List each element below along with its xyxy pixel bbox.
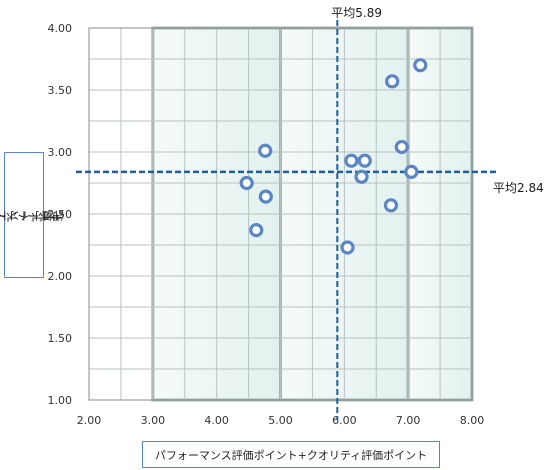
y-tick-label: 2.00 bbox=[48, 270, 73, 283]
data-points bbox=[239, 58, 428, 255]
mean-y-label: 平均2.84 bbox=[493, 181, 544, 195]
data-point bbox=[413, 58, 428, 73]
data-point bbox=[258, 189, 273, 204]
y-tick-label: 1.50 bbox=[48, 332, 73, 345]
x-tick-label: 2.00 bbox=[77, 414, 102, 427]
x-tick-label: 7.00 bbox=[396, 414, 421, 427]
plot-border bbox=[88, 27, 473, 401]
data-point bbox=[385, 74, 400, 89]
y-tick-label: 3.50 bbox=[48, 84, 73, 97]
y-tick-label: 2.50 bbox=[48, 208, 73, 221]
data-point bbox=[404, 164, 419, 179]
data-point bbox=[357, 153, 372, 168]
data-point bbox=[354, 169, 369, 184]
x-tick-label: 4.00 bbox=[204, 414, 229, 427]
mean-lines bbox=[76, 20, 496, 420]
y-tick-label: 3.00 bbox=[48, 146, 73, 159]
mean-x-label: 平均5.89 bbox=[331, 6, 382, 20]
x-tick-label: 5.00 bbox=[268, 414, 293, 427]
x-tick-label: 6.00 bbox=[332, 414, 357, 427]
data-point bbox=[258, 143, 273, 158]
y-tick-label: 4.00 bbox=[48, 22, 73, 35]
x-tick-label: 3.00 bbox=[141, 414, 166, 427]
data-point bbox=[394, 139, 409, 155]
y-axis-label: サポートポータル 評価ポイント bbox=[0, 171, 64, 259]
grid-lines bbox=[88, 27, 473, 401]
y-tick-label: 1.00 bbox=[48, 394, 73, 407]
data-point bbox=[344, 153, 359, 168]
data-point bbox=[383, 198, 399, 213]
x-axis-label: パフォーマンス評価ポイント+クオリティ評価ポイント bbox=[142, 441, 440, 468]
y-tick-labels: 1.00 1.50 2.00 2.50 3.00 3.50 4.00 bbox=[48, 22, 73, 407]
data-point bbox=[340, 240, 355, 255]
data-point bbox=[249, 223, 264, 238]
x-tick-labels: 2.00 3.00 4.00 5.00 6.00 7.00 8.00 bbox=[77, 414, 485, 427]
data-point bbox=[239, 175, 254, 191]
y-axis-label-line-2: 評価ポイント bbox=[0, 209, 64, 222]
x-tick-label: 8.00 bbox=[460, 414, 485, 427]
y-axis-label-box: サポートポータル 評価ポイント bbox=[0, 152, 64, 278]
